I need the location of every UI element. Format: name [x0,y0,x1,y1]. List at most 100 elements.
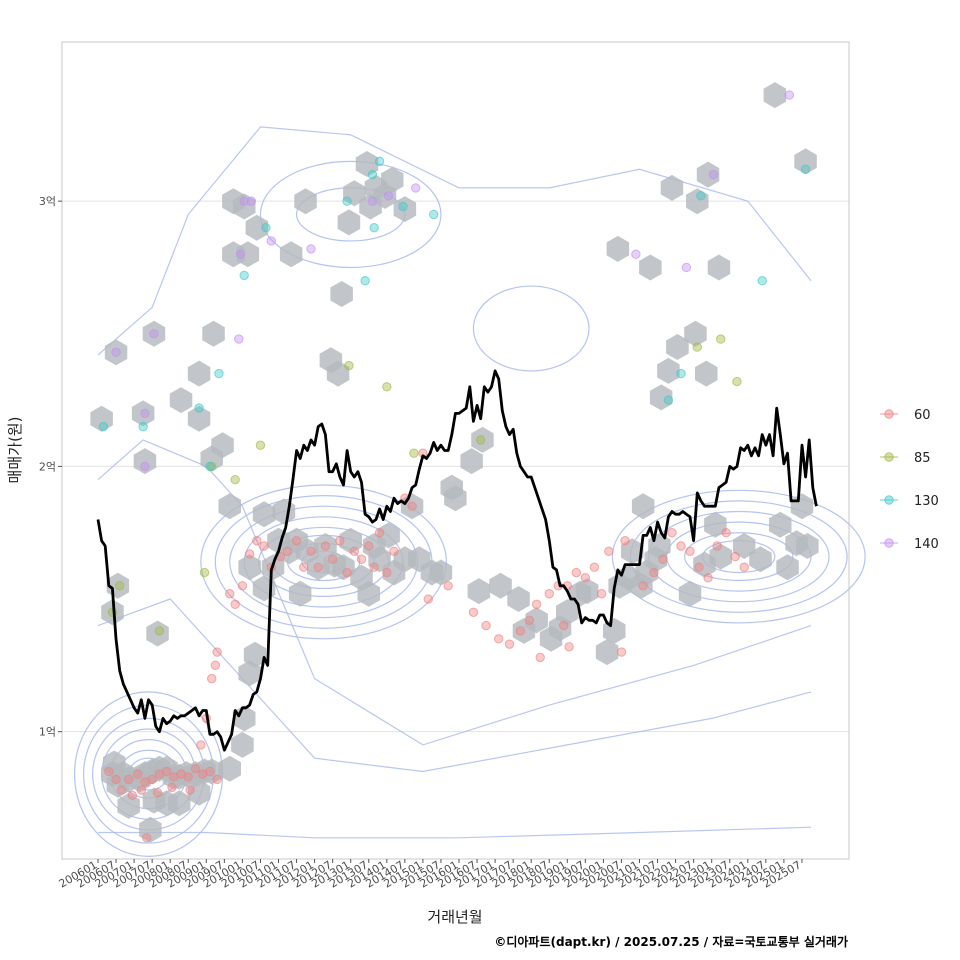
hexbin [684,320,707,347]
point-130 [360,276,370,286]
point-140 [140,408,150,419]
point-130 [429,209,439,220]
hexbin [202,320,225,347]
hexbin [769,511,792,538]
hexbin [232,193,256,220]
hexbin [131,400,155,427]
point-60 [225,589,235,599]
point-60 [147,774,157,785]
point-130 [367,169,378,180]
point-60 [185,785,195,795]
point-60 [342,567,352,578]
point-60 [320,541,331,551]
hexbin [139,816,162,843]
point-130 [800,164,811,175]
y-axis-title: 매매가(원) [6,417,24,484]
hexbin [707,254,731,281]
point-140 [149,329,159,339]
point-85 [230,474,240,485]
point-60 [730,551,740,562]
series-130 [98,156,811,472]
point-60 [580,573,591,583]
hexbin [429,559,453,586]
series-140 [111,90,795,472]
point-60 [504,639,515,649]
point-60 [564,642,574,652]
point-85 [475,435,486,445]
point-85 [255,440,266,450]
point-60 [252,535,262,546]
hexbin [200,758,223,785]
point-60 [649,567,659,578]
hexbin [696,161,720,188]
point-130 [342,196,352,206]
point-60 [544,589,554,599]
legend-item-140: 140 [880,537,939,552]
point-60 [142,833,152,843]
point-60 [531,599,542,610]
point-140 [383,191,394,201]
hexbin [666,334,689,360]
point-60 [161,766,172,777]
point-85 [716,334,726,344]
hexbin [168,790,191,817]
legend-label: 140 [914,537,939,552]
hexbin [657,357,680,384]
point-60 [116,785,127,795]
hexbin [794,148,817,175]
point-60 [259,541,269,551]
hexbin [314,533,337,559]
point-60 [596,589,607,599]
hexbin [146,620,169,647]
point-60 [237,581,248,591]
point-85 [199,567,210,578]
point-60 [620,535,630,546]
point-130 [205,461,215,472]
contour-envelope [97,126,812,356]
hexbin [294,188,317,215]
point-140 [235,249,246,259]
point-60 [123,774,134,785]
contour-ring [472,285,590,372]
hexbin [749,546,772,573]
point-60 [604,546,614,556]
panel-border [61,41,850,860]
hexbin [238,554,261,581]
point-60 [571,567,582,578]
hexbin [525,607,548,634]
point-130 [194,403,204,413]
contour-ring [200,484,447,640]
hexbin [631,493,655,520]
hexbin [343,180,366,207]
y-tick-label: 2억 [39,460,56,473]
legend-key [884,538,894,548]
point-85 [114,581,125,591]
point-60 [535,652,545,663]
contour-ring [611,489,866,624]
point-140 [784,90,795,100]
hexbin [595,639,619,666]
point-85 [692,342,702,352]
hexbin [104,339,128,366]
hexbin [330,281,353,307]
point-60 [443,581,453,591]
hexbin [236,241,260,268]
legend-label: 130 [914,494,939,509]
point-140 [367,196,378,206]
hexbin [218,755,241,782]
point-60 [244,549,255,559]
hexbin [393,196,417,223]
point-140 [234,334,244,344]
point-140 [410,183,421,193]
point-130 [757,276,767,286]
point-60 [494,634,504,644]
point-60 [364,541,374,551]
caption: ©디아파트(dapt.kr) / 2025.07.25 / 자료=국토교통부 실… [494,934,848,949]
point-60 [558,620,569,631]
point-130 [261,222,271,233]
point-60 [721,528,731,538]
hexbin [142,320,166,347]
point-130 [369,222,379,233]
point-60 [136,785,147,795]
y-tick-label: 1억 [39,726,56,739]
